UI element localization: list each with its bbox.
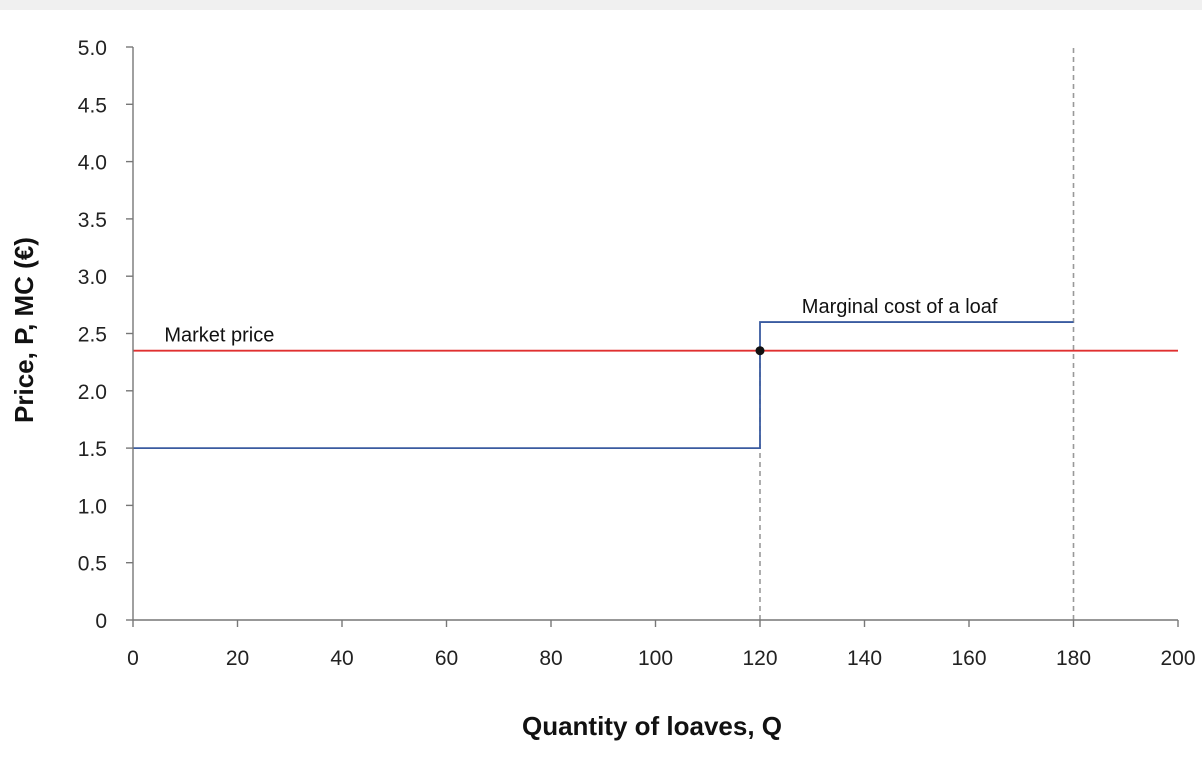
x-tick-label: 80 xyxy=(539,647,562,670)
y-axis-title: Price, P, MC (€) xyxy=(9,237,39,423)
y-tick-label: 3.0 xyxy=(78,266,107,289)
intersection-point xyxy=(755,346,765,356)
top-band xyxy=(0,0,1202,10)
y-tick-label: 4.0 xyxy=(78,152,107,175)
y-tick-label: 2.5 xyxy=(78,324,107,347)
x-tick-label: 60 xyxy=(435,647,458,670)
y-tick-label: 0 xyxy=(95,610,107,633)
y-tick-label: 0.5 xyxy=(78,553,107,576)
y-tick-label: 4.5 xyxy=(78,94,107,117)
x-tick-label: 100 xyxy=(638,647,673,670)
market-price-label: Market price xyxy=(164,325,274,347)
labels: Quantity of loaves, Q Price, P, MC (€) 0… xyxy=(9,37,1196,741)
data-points xyxy=(755,346,765,356)
x-tick-label: 180 xyxy=(1056,647,1091,670)
x-tick-label: 200 xyxy=(1160,647,1195,670)
y-tick-label: 3.5 xyxy=(78,209,107,232)
x-tick-label: 120 xyxy=(742,647,777,670)
reference-lines xyxy=(759,47,1075,620)
x-tick-label: 20 xyxy=(226,647,249,670)
y-tick-label: 5.0 xyxy=(78,37,107,60)
series-lines xyxy=(133,321,1178,450)
x-tick-label: 160 xyxy=(951,647,986,670)
y-tick-label: 2.0 xyxy=(78,381,107,404)
x-tick-label: 0 xyxy=(127,647,139,670)
y-tick-label: 1.5 xyxy=(78,438,107,461)
x-tick-label: 140 xyxy=(847,647,882,670)
x-axis-title: Quantity of loaves, Q xyxy=(522,711,782,741)
x-tick-label: 40 xyxy=(330,647,353,670)
axes xyxy=(126,46,1179,627)
mc-label: Marginal cost of a loaf xyxy=(802,296,998,318)
marginal-cost-line xyxy=(133,321,1074,450)
y-tick-label: 1.0 xyxy=(78,495,107,518)
